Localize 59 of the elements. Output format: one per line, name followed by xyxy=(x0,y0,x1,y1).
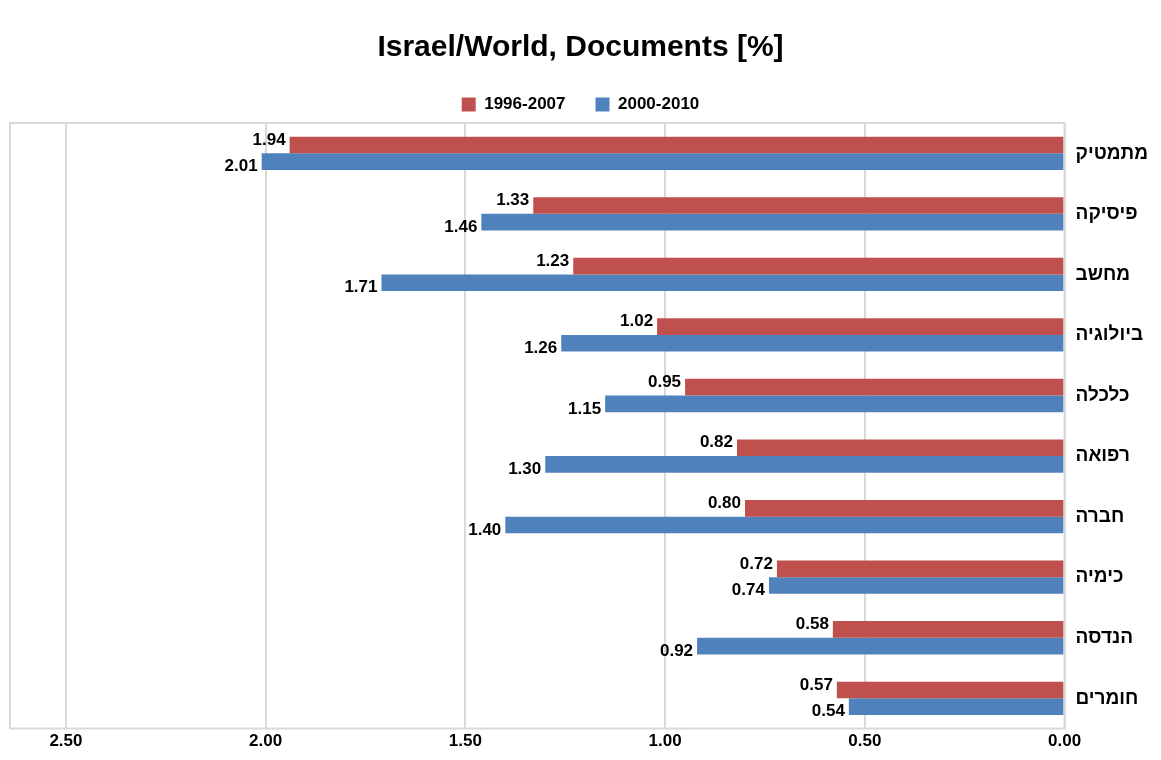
data-label: 0.82 xyxy=(699,432,733,452)
data-label: 0.54 xyxy=(811,701,846,721)
x-tick-label: 1.50 xyxy=(448,731,482,751)
bar xyxy=(744,499,1064,517)
y-tick-label: פיסיקה xyxy=(1075,202,1138,224)
data-label: 0.57 xyxy=(799,674,833,694)
bar xyxy=(605,395,1064,413)
bar xyxy=(561,334,1064,352)
data-label: 1.23 xyxy=(536,250,570,270)
y-tick-label: ביולוגיה xyxy=(1075,323,1144,345)
bar xyxy=(545,456,1064,473)
data-label: 1.40 xyxy=(468,519,502,539)
bar xyxy=(836,681,1064,699)
data-label: 0.95 xyxy=(647,371,682,391)
bar xyxy=(737,439,1064,457)
y-tick-label: מתמטיק xyxy=(1075,141,1149,163)
bar xyxy=(533,197,1064,214)
bar xyxy=(832,621,1064,638)
y-tick-label: חברה xyxy=(1075,504,1125,526)
y-tick-label: חומרים xyxy=(1075,686,1139,708)
data-label: 0.58 xyxy=(795,614,829,634)
data-label: 0.74 xyxy=(731,580,766,600)
y-tick-label: רפואה xyxy=(1075,444,1130,466)
bar xyxy=(505,516,1064,534)
data-label: 0.80 xyxy=(707,493,741,512)
bar xyxy=(848,698,1064,715)
data-label: 0.72 xyxy=(739,553,773,573)
x-tick-label: 0.00 xyxy=(1048,731,1082,751)
x-tick-label: 2.50 xyxy=(49,731,83,751)
bar xyxy=(657,318,1064,335)
y-tick-label: מחשב xyxy=(1075,262,1131,284)
y-tick-label: הנדסה xyxy=(1075,625,1133,647)
x-tick-label: 2.00 xyxy=(249,731,283,751)
bar xyxy=(289,136,1064,154)
chart-title: Israel/World, Documents [%] xyxy=(377,29,784,63)
legend-label: 1996-2007 xyxy=(484,94,566,114)
y-tick-label: כלכלה xyxy=(1075,383,1130,405)
legend-label: 2000-2010 xyxy=(618,94,700,114)
data-label: 0.92 xyxy=(659,640,694,660)
y-tick-label: כימיה xyxy=(1075,565,1124,587)
bar xyxy=(768,577,1064,594)
bar xyxy=(573,257,1064,275)
data-label: 1.02 xyxy=(620,311,654,331)
data-label: 1.46 xyxy=(444,216,478,236)
bar xyxy=(381,274,1064,292)
data-label: 1.33 xyxy=(496,190,530,210)
data-label: 1.30 xyxy=(508,459,542,479)
bar xyxy=(776,560,1064,578)
bar xyxy=(481,213,1064,231)
data-label: 1.26 xyxy=(524,337,558,357)
data-label: 1.15 xyxy=(568,398,602,418)
x-tick-label: 0.50 xyxy=(848,731,882,751)
bar xyxy=(261,153,1064,170)
data-label: 1.71 xyxy=(344,277,378,297)
bar xyxy=(697,637,1064,655)
x-tick-label: 1.00 xyxy=(648,731,682,751)
bar xyxy=(685,378,1064,396)
data-label: 2.01 xyxy=(224,156,258,176)
data-label: 1.94 xyxy=(252,129,287,149)
